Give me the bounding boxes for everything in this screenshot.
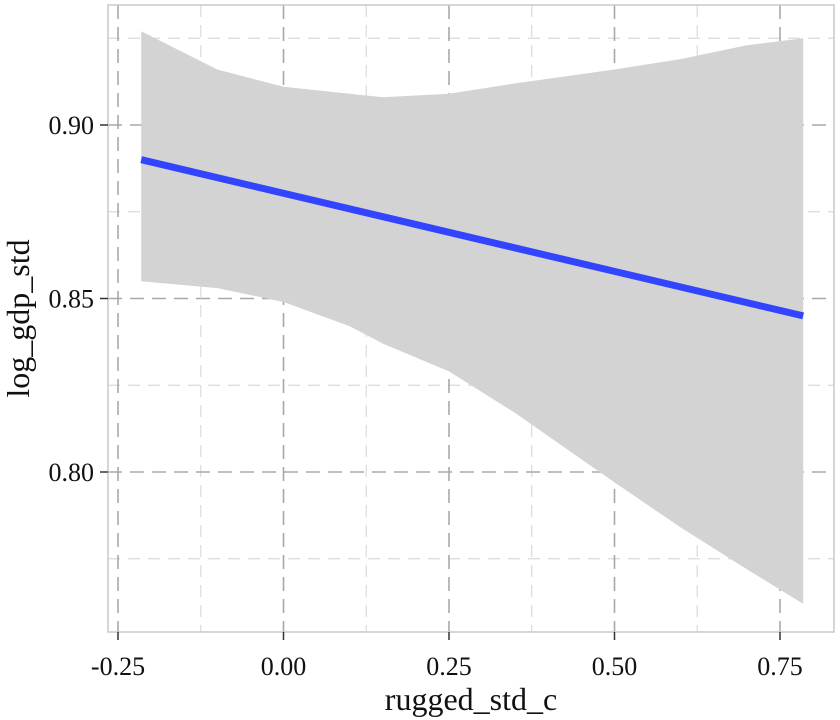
confidence-ribbon-layer xyxy=(141,31,804,604)
y-tick-label: 0.85 xyxy=(49,285,95,314)
plot-frame xyxy=(107,4,835,633)
y-tick-label: 0.90 xyxy=(49,111,95,140)
ticks-layer: -0.25 0.00 0.25 0.50 0.75 0.80 0.85 0.90 xyxy=(49,111,803,681)
x-tick-label: 0.25 xyxy=(426,652,472,681)
x-tick-label: -0.25 xyxy=(91,652,145,681)
y-tick-label: 0.80 xyxy=(49,458,95,487)
x-tick-label: 0.00 xyxy=(261,652,307,681)
x-tick-label: 0.75 xyxy=(757,652,803,681)
x-axis-title: rugged_std_c xyxy=(385,681,557,717)
y-axis-title: log_gdp_std xyxy=(0,239,36,397)
x-tick-label: 0.50 xyxy=(592,652,638,681)
series-layer xyxy=(140,156,805,320)
plot-frame-layer xyxy=(107,4,835,633)
fit-line xyxy=(140,156,805,320)
confidence-ribbon xyxy=(141,31,804,604)
